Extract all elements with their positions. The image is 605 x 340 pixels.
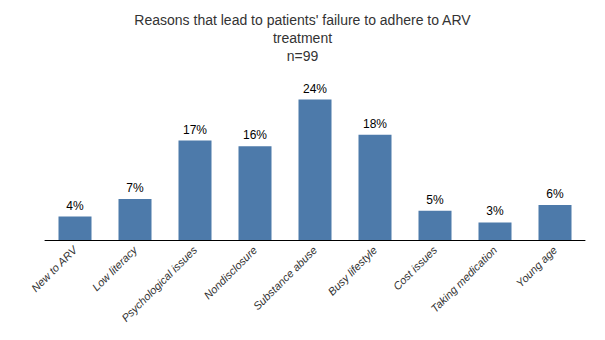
svg-text:3%: 3% bbox=[486, 204, 504, 218]
svg-text:16%: 16% bbox=[243, 128, 267, 142]
svg-text:24%: 24% bbox=[303, 82, 327, 96]
svg-text:Substance abuse: Substance abuse bbox=[251, 244, 320, 313]
svg-text:treatment: treatment bbox=[273, 30, 332, 46]
svg-text:Low literacy: Low literacy bbox=[90, 243, 141, 294]
svg-text:Cost issues: Cost issues bbox=[391, 243, 440, 292]
svg-text:6%: 6% bbox=[546, 187, 564, 201]
svg-text:18%: 18% bbox=[363, 117, 387, 131]
svg-text:Reasons that lead to patients': Reasons that lead to patients' failure t… bbox=[134, 12, 471, 28]
svg-text:n=99: n=99 bbox=[287, 48, 319, 64]
svg-text:Psychological issues: Psychological issues bbox=[119, 243, 200, 324]
svg-text:7%: 7% bbox=[126, 181, 144, 195]
svg-text:4%: 4% bbox=[66, 199, 84, 213]
svg-text:Nondisclosure: Nondisclosure bbox=[202, 244, 260, 302]
svg-text:Young age: Young age bbox=[514, 244, 560, 290]
svg-text:New to ARV: New to ARV bbox=[29, 243, 81, 295]
svg-text:Taking medication: Taking medication bbox=[428, 244, 499, 315]
svg-text:5%: 5% bbox=[426, 193, 444, 207]
svg-text:Busy lifestyle: Busy lifestyle bbox=[325, 244, 379, 298]
svg-text:17%: 17% bbox=[183, 123, 207, 137]
